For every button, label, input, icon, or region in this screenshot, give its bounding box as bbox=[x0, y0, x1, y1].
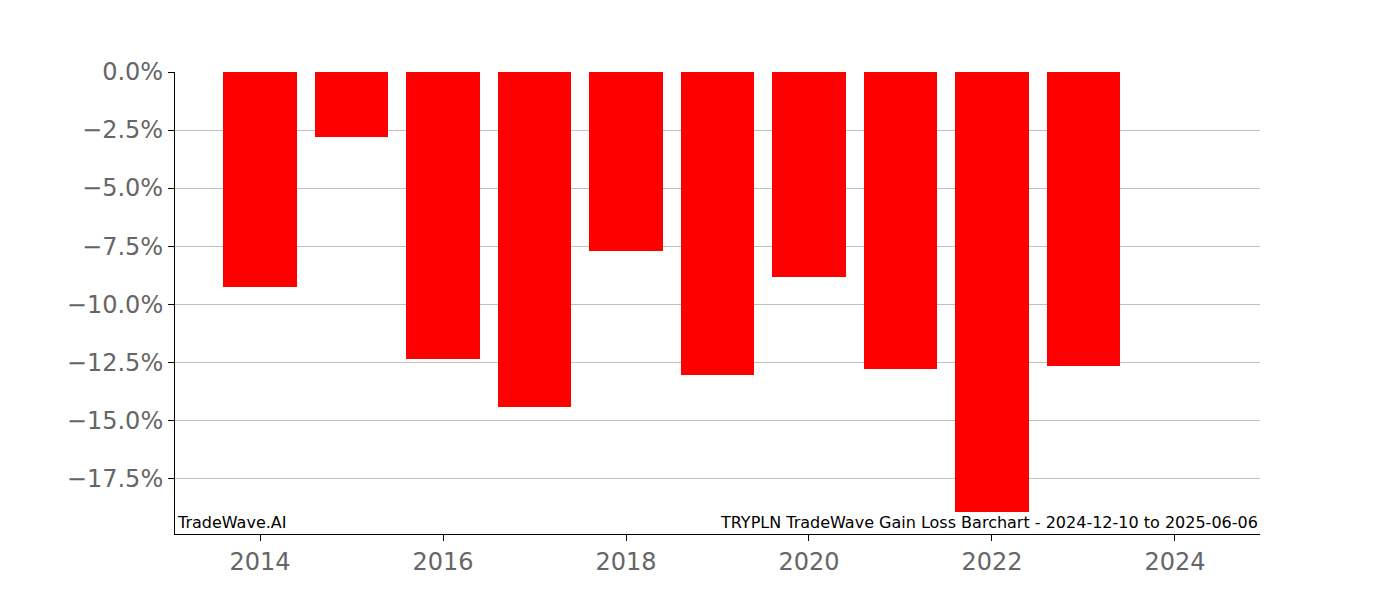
svg-text:2014: 2014 bbox=[230, 548, 291, 576]
svg-text:−10.0%: −10.0% bbox=[67, 291, 163, 319]
svg-text:2022: 2022 bbox=[961, 548, 1022, 576]
svg-text:−7.5%: −7.5% bbox=[82, 233, 163, 261]
svg-text:2018: 2018 bbox=[595, 548, 656, 576]
svg-text:−5.0%: −5.0% bbox=[82, 174, 163, 202]
svg-text:−12.5%: −12.5% bbox=[67, 349, 163, 377]
svg-text:−2.5%: −2.5% bbox=[82, 116, 163, 144]
svg-text:−17.5%: −17.5% bbox=[67, 465, 163, 493]
svg-text:2024: 2024 bbox=[1144, 548, 1205, 576]
svg-text:−15.0%: −15.0% bbox=[67, 407, 163, 435]
svg-text:2020: 2020 bbox=[778, 548, 839, 576]
svg-text:TradeWave.AI: TradeWave.AI bbox=[177, 513, 286, 532]
svg-text:2016: 2016 bbox=[413, 548, 474, 576]
svg-text:0.0%: 0.0% bbox=[102, 58, 163, 86]
svg-text:TRYPLN TradeWave Gain Loss Bar: TRYPLN TradeWave Gain Loss Barchart - 20… bbox=[720, 513, 1258, 532]
